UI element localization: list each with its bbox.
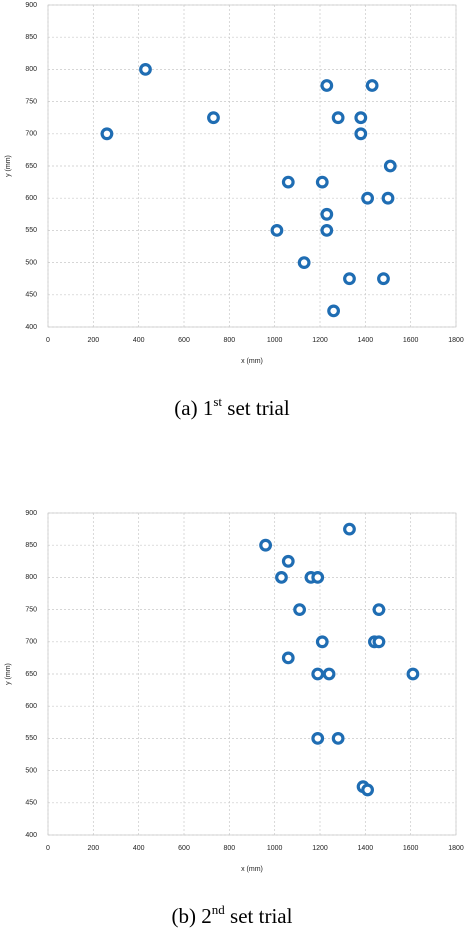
point bbox=[139, 62, 152, 76]
point bbox=[365, 79, 379, 92]
y-tick-label: 750 bbox=[25, 606, 37, 613]
x-tick-label: 1000 bbox=[267, 337, 283, 344]
y-axis-label: y (mm) bbox=[5, 663, 12, 685]
y-tick-label: 650 bbox=[25, 671, 37, 678]
point bbox=[331, 111, 345, 125]
y-tick-label: 450 bbox=[25, 292, 37, 299]
y-tick-label: 600 bbox=[25, 703, 37, 710]
x-tick-label: 1000 bbox=[267, 845, 283, 852]
y-tick-label: 550 bbox=[25, 735, 37, 742]
point bbox=[327, 304, 341, 318]
point bbox=[381, 191, 395, 205]
point bbox=[383, 159, 397, 173]
x-tick-label: 1800 bbox=[448, 845, 464, 852]
point bbox=[311, 732, 325, 745]
x-tick-label: 1400 bbox=[358, 845, 374, 852]
y-tick-label: 650 bbox=[25, 163, 37, 170]
point bbox=[377, 272, 390, 286]
x-tick-label: 1600 bbox=[403, 337, 419, 344]
caption-prefix: (b) 2 bbox=[172, 904, 212, 928]
x-tick-label: 600 bbox=[178, 337, 190, 344]
caption-sup: nd bbox=[212, 902, 226, 917]
caption-sup: st bbox=[213, 394, 222, 409]
y-tick-label: 500 bbox=[25, 259, 37, 266]
x-tick-label: 1600 bbox=[403, 845, 419, 852]
point bbox=[297, 256, 311, 270]
point bbox=[270, 223, 284, 237]
point bbox=[320, 79, 334, 92]
y-tick-label: 900 bbox=[25, 2, 37, 9]
y-tick-label: 750 bbox=[25, 98, 37, 105]
x-tick-label: 1400 bbox=[358, 337, 374, 344]
x-axis-label: x (mm) bbox=[241, 358, 263, 365]
point bbox=[372, 603, 386, 616]
x-tick-label: 400 bbox=[133, 337, 145, 344]
point bbox=[281, 651, 295, 665]
y-tick-label: 400 bbox=[25, 324, 37, 331]
point bbox=[406, 667, 420, 681]
point bbox=[315, 635, 329, 649]
x-tick-label: 1200 bbox=[312, 845, 328, 852]
caption-prefix: (a) 1 bbox=[174, 396, 213, 420]
point bbox=[207, 111, 220, 125]
y-tick-label: 700 bbox=[25, 639, 37, 646]
x-tick-label: 800 bbox=[223, 337, 235, 344]
y-tick-label: 700 bbox=[25, 131, 37, 138]
y-tick-label: 500 bbox=[25, 767, 37, 774]
y-tick-label: 850 bbox=[25, 542, 37, 549]
point bbox=[343, 272, 356, 286]
point bbox=[259, 538, 273, 552]
point bbox=[361, 783, 375, 797]
x-tick-label: 400 bbox=[133, 845, 145, 852]
point bbox=[311, 571, 325, 584]
x-tick-label: 1200 bbox=[312, 337, 328, 344]
x-tick-label: 800 bbox=[223, 845, 235, 852]
x-tick-label: 1800 bbox=[448, 337, 464, 344]
caption: (a) 1st set trial bbox=[174, 394, 290, 420]
point bbox=[281, 175, 295, 189]
x-tick-label: 600 bbox=[178, 845, 190, 852]
point bbox=[372, 635, 386, 649]
y-tick-label: 600 bbox=[25, 195, 37, 202]
point bbox=[354, 127, 368, 141]
caption-suffix: set trial bbox=[225, 904, 293, 928]
point bbox=[361, 191, 375, 205]
x-tick-label: 200 bbox=[87, 337, 99, 344]
point bbox=[281, 554, 295, 568]
x-tick-label: 0 bbox=[46, 845, 50, 852]
point bbox=[320, 207, 334, 221]
y-tick-label: 800 bbox=[25, 66, 37, 73]
point bbox=[343, 522, 356, 536]
point bbox=[293, 603, 307, 616]
x-tick-label: 200 bbox=[87, 845, 99, 852]
y-axis-label: y (mm) bbox=[5, 155, 12, 177]
point bbox=[320, 223, 334, 237]
point bbox=[311, 667, 325, 681]
point bbox=[315, 175, 329, 189]
x-axis-label: x (mm) bbox=[241, 866, 263, 873]
y-tick-label: 850 bbox=[25, 34, 37, 41]
y-tick-label: 800 bbox=[25, 574, 37, 581]
point bbox=[322, 667, 336, 681]
caption-suffix: set trial bbox=[222, 396, 290, 420]
y-tick-label: 400 bbox=[25, 832, 37, 839]
point bbox=[354, 111, 368, 125]
point bbox=[331, 732, 345, 745]
y-tick-label: 900 bbox=[25, 510, 37, 517]
y-tick-label: 450 bbox=[25, 800, 37, 807]
point bbox=[275, 571, 288, 584]
caption: (b) 2nd set trial bbox=[172, 902, 293, 928]
x-tick-label: 0 bbox=[46, 337, 50, 344]
point bbox=[100, 127, 114, 141]
y-tick-label: 550 bbox=[25, 227, 37, 234]
